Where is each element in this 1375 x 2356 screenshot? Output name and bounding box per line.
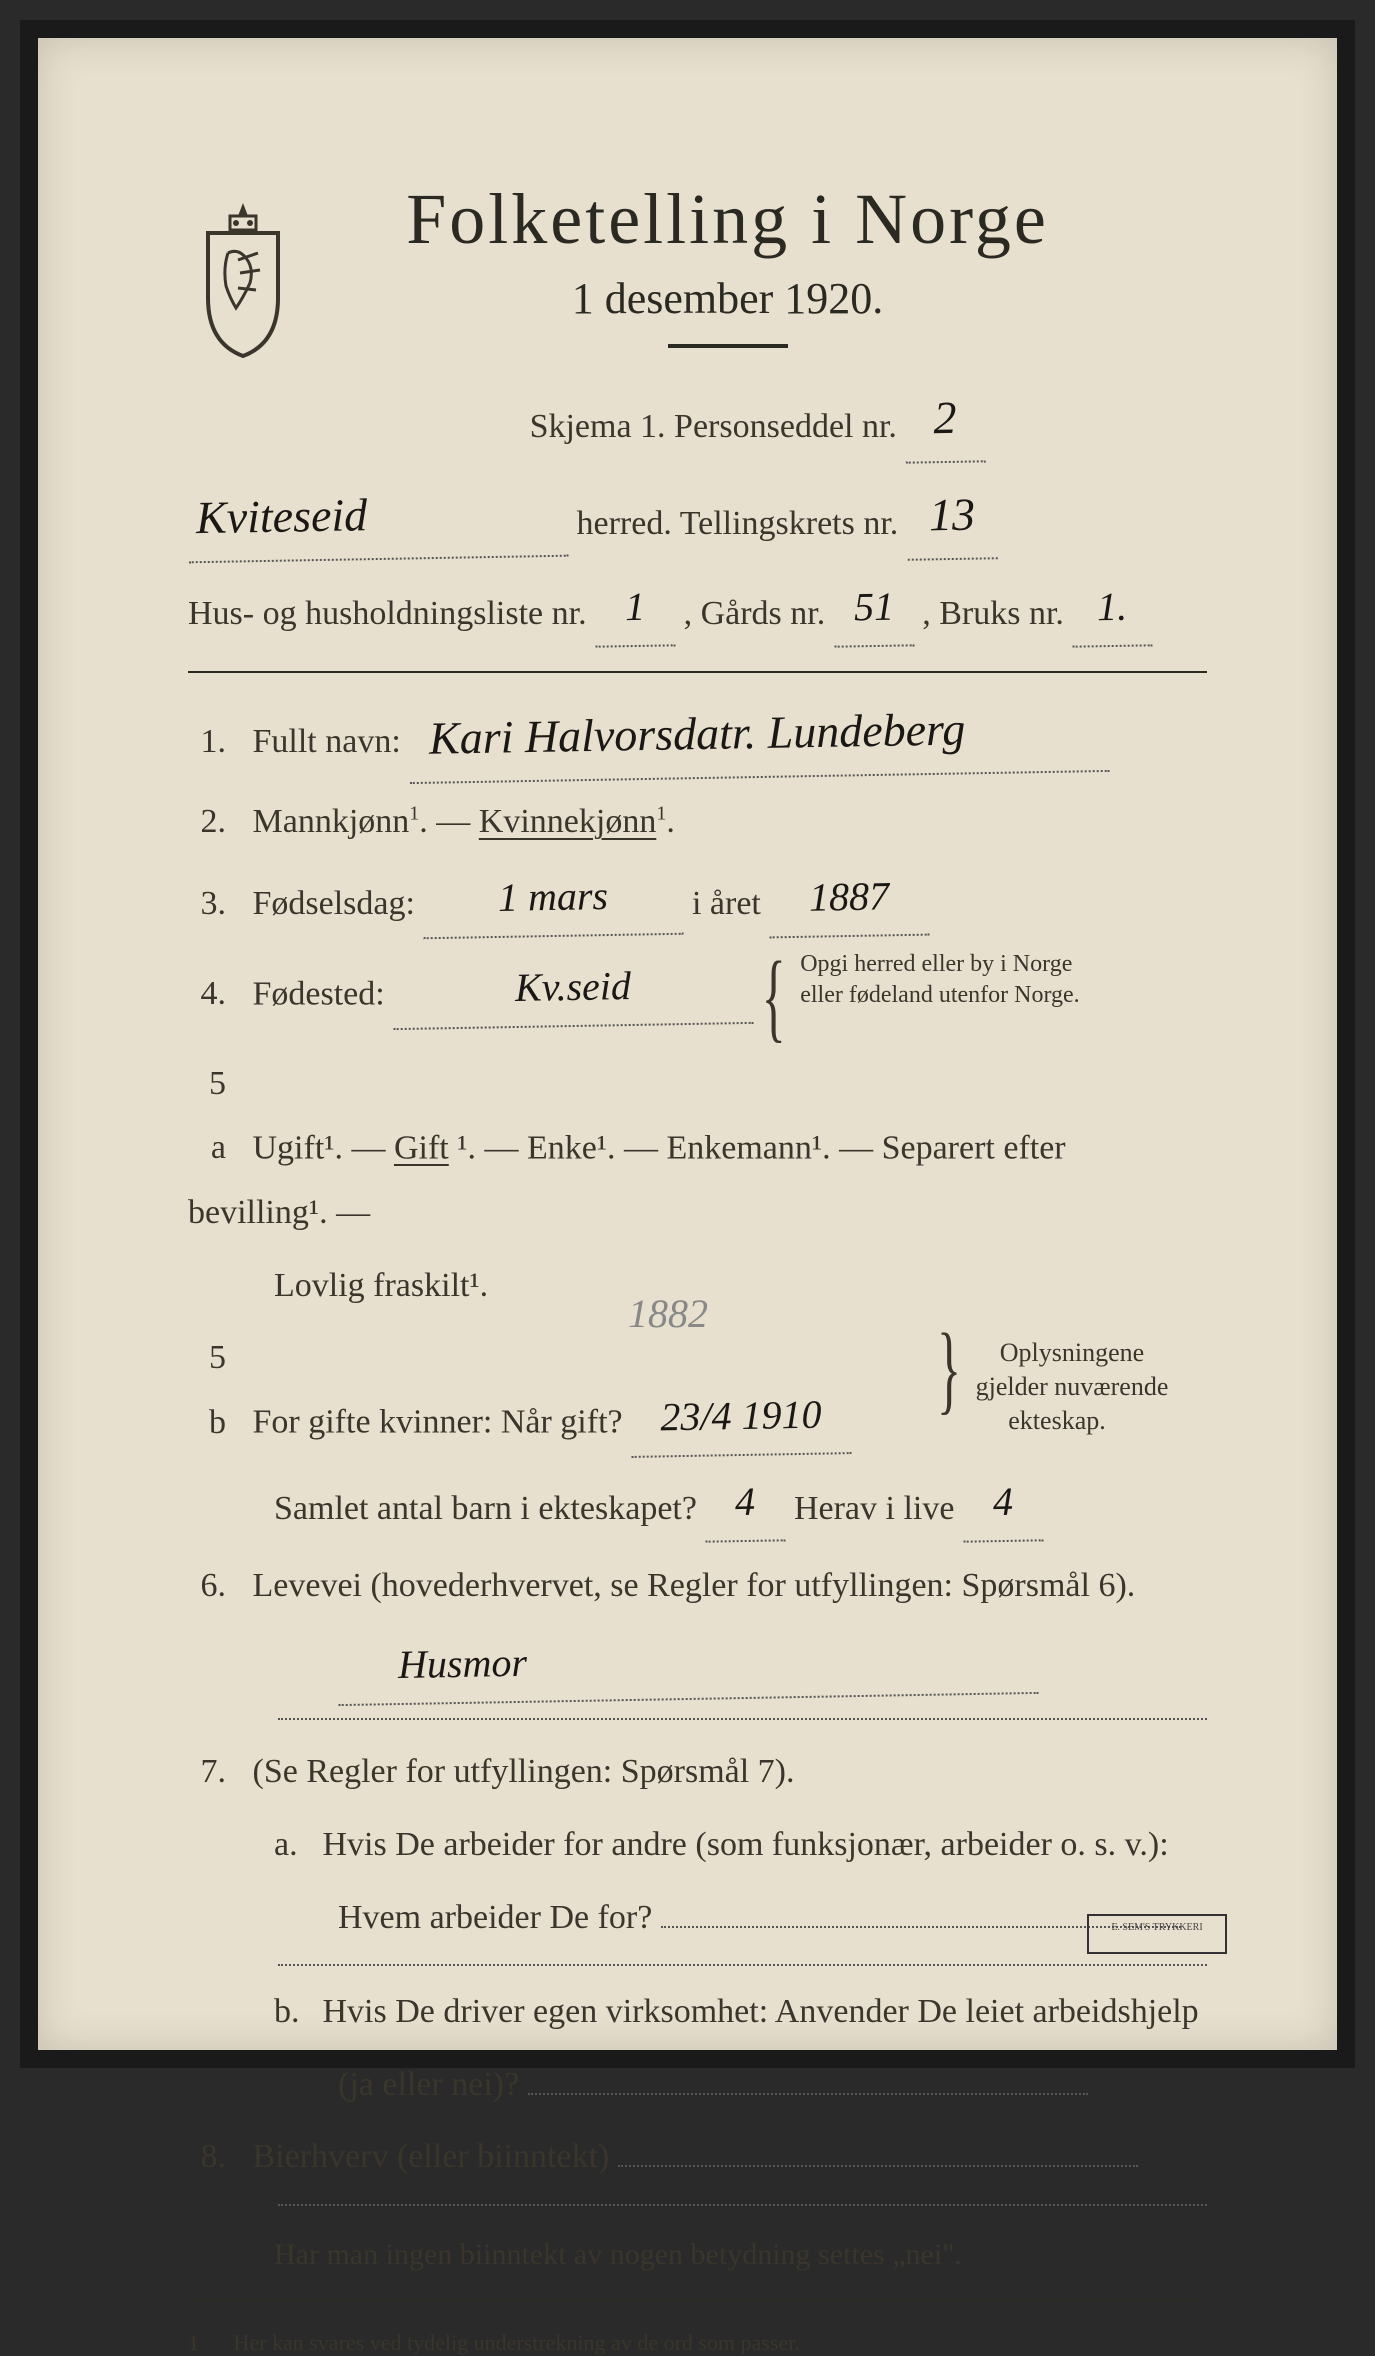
q2-num: 2.	[188, 790, 244, 855]
q5b-row: 1882 5 b For gifte kvinner: Når gift? 23…	[188, 1326, 1207, 1460]
q6-line2	[278, 1718, 1207, 1720]
q8-label: Bierhverv (eller biinntekt)	[253, 2138, 610, 2175]
herred-label: herred. Tellingskrets nr.	[577, 505, 899, 542]
foot-note-row: Har man ingen biinntekt av nogen betydni…	[188, 2222, 1207, 2287]
children-total: 4	[705, 1463, 786, 1542]
q5b-num: 5 b	[188, 1326, 244, 1455]
q8-num: 8.	[188, 2125, 244, 2190]
q8-line2	[278, 2204, 1207, 2206]
herred-row: Kviteseid herred. Tellingskrets nr. 13	[188, 475, 1207, 564]
q5b-note: } Oplysningene gjelder nuværende ekteska…	[937, 1336, 1177, 1437]
q2-row: 2. Mannkjønn1. — Kvinnekjønn1.	[188, 790, 1207, 855]
q7a-row: a. Hvis De arbeider for andre (som funks…	[188, 1813, 1207, 1878]
bruks-nr: 1.	[1072, 568, 1153, 647]
q2-female: Kvinnekjønn	[479, 803, 657, 840]
q7a-text: Hvis De arbeider for andre (som funksjon…	[323, 1826, 1169, 1863]
q6-row: 6. Levevei (hovederhvervet, se Regler fo…	[188, 1554, 1207, 1619]
hus-row: Hus- og husholdningsliste nr. 1 , Gårds …	[188, 573, 1207, 651]
q8-field	[618, 2165, 1138, 2167]
q6-num: 6.	[188, 1554, 244, 1619]
full-name-value: Kari Halvorsdatr. Lundeberg	[409, 683, 1110, 785]
q1-row: 1. Fullt navn: Kari Halvorsdatr. Lundebe…	[188, 693, 1207, 782]
q4-num: 4.	[188, 962, 244, 1027]
q6-label: Levevei (hovederhvervet, se Regler for u…	[253, 1567, 1136, 1604]
norwegian-coat-of-arms-icon	[188, 198, 298, 358]
hus-nr: 1	[594, 568, 675, 647]
q2-male: Mannkjønn	[253, 803, 410, 840]
printer-stamp: E. SEM'S TRYKKERI	[1087, 1914, 1227, 1954]
birthplace-value: Kv.seid	[393, 946, 754, 1030]
q7a-label: a.	[274, 1813, 314, 1878]
personseddel-nr: 2	[905, 373, 987, 464]
q5b-label2: Samlet antal barn i ekteskapet?	[274, 1490, 697, 1527]
q5a-fraskilt: Lovlig fraskilt¹.	[274, 1267, 488, 1304]
q7b-row2: (ja eller nei)?	[188, 2053, 1207, 2118]
q7-label: (Se Regler for utfyllingen: Spørsmål 7).	[253, 1753, 795, 1790]
q3-mid: i året	[692, 885, 761, 922]
q7a-row2: Hvem arbeider De for?	[188, 1886, 1207, 1951]
census-form-page: Folketelling i Norge 1 desember 1920. Sk…	[20, 20, 1355, 2068]
marriage-date: 23/4 1910	[630, 1376, 851, 1458]
q1-num: 1.	[188, 710, 244, 775]
q7b-label: b.	[274, 1980, 314, 2045]
gards-label: , Gårds nr.	[684, 595, 826, 632]
q7a-text2: Hvem arbeider De for?	[338, 1899, 652, 1936]
footnote-row: 1 Her kan svares ved tydelig understrekn…	[188, 2330, 1207, 2356]
title-rule	[668, 344, 788, 348]
q3-num: 3.	[188, 872, 244, 937]
q5b-row2: Samlet antal barn i ekteskapet? 4 Herav …	[188, 1468, 1207, 1546]
divider-1	[188, 671, 1207, 673]
form-header: Folketelling i Norge 1 desember 1920.	[248, 178, 1207, 348]
form-title: Folketelling i Norge	[248, 178, 1207, 261]
q7-row: 7. (Se Regler for utfyllingen: Spørsmål …	[188, 1740, 1207, 1805]
tellingskrets-nr: 13	[906, 471, 998, 562]
footnote-num: 1	[188, 2330, 228, 2356]
q7a-line2	[278, 1964, 1207, 1966]
hus-label: Hus- og husholdningsliste nr.	[188, 595, 587, 632]
occupation-value: Husmor	[337, 1616, 1038, 1706]
q4-note: Opgi herred eller by i Norge eller fødel…	[800, 949, 1079, 1011]
personseddel-row: Skjema 1. Personseddel nr. 2	[308, 378, 1207, 467]
q4-note-2: eller fødeland utenfor Norge.	[800, 982, 1079, 1008]
form-date: 1 desember 1920.	[248, 273, 1207, 324]
q7b-text2: (ja eller nei)?	[338, 2066, 519, 2103]
q7b-field	[528, 2093, 1088, 2095]
q5b-label3: Herav i live	[794, 1490, 955, 1527]
q5a-opts1: Ugift¹. —	[253, 1129, 394, 1166]
q7b-text: Hvis De driver egen virksomhet: Anvender…	[323, 1993, 1199, 2030]
q6-value-row: Husmor	[188, 1626, 1207, 1704]
q5a-num: 5 a	[188, 1052, 244, 1181]
bruks-label: , Bruks nr.	[922, 595, 1064, 632]
footnote-text: Her kan svares ved tydelig understreknin…	[234, 2330, 800, 2355]
birth-year: 1887	[769, 857, 930, 938]
children-alive: 4	[962, 1463, 1043, 1542]
q5b-label1: For gifte kvinner: Når gift?	[253, 1404, 623, 1441]
q3-label: Fødselsdag:	[253, 885, 415, 922]
foot-line: Har man ingen biinntekt av nogen betydni…	[274, 2238, 962, 2271]
birth-day-month: 1 mars	[423, 857, 684, 940]
q4-row: 4. Fødested: Kv.seid { Opgi herred eller…	[188, 949, 1207, 1044]
q5b-note1: Oplysningene	[1000, 1338, 1144, 1367]
q7-num: 7.	[188, 1740, 244, 1805]
bracket-icon-2: }	[937, 1304, 961, 1434]
q5a-row: 5 a Ugift¹. — Gift ¹. — Enke¹. — Enkeman…	[188, 1052, 1207, 1246]
q1-label: Fullt navn:	[253, 723, 401, 760]
q5b-note2: gjelder nuværende	[976, 1372, 1169, 1401]
q5a-gift: Gift	[394, 1129, 449, 1166]
form-label: Skjema 1. Personseddel nr.	[530, 408, 897, 445]
gards-nr: 51	[833, 568, 914, 647]
q5b-note3: ekteskap.	[1008, 1406, 1105, 1435]
q3-row: 3. Fødselsdag: 1 mars i året 1887	[188, 863, 1207, 941]
form-content: Folketelling i Norge 1 desember 1920. Sk…	[78, 98, 1297, 2010]
q4-note-1: Opgi herred eller by i Norge	[800, 951, 1072, 977]
pencil-annotation: 1882	[628, 1276, 708, 1352]
divider-bottom	[188, 2298, 1207, 2300]
q8-row: 8. Bierhverv (eller biinntekt)	[188, 2125, 1207, 2190]
herred-value: Kviteseid	[187, 468, 569, 564]
q7b-row: b. Hvis De driver egen virksomhet: Anven…	[188, 1980, 1207, 2045]
q4-label: Fødested:	[253, 975, 385, 1012]
